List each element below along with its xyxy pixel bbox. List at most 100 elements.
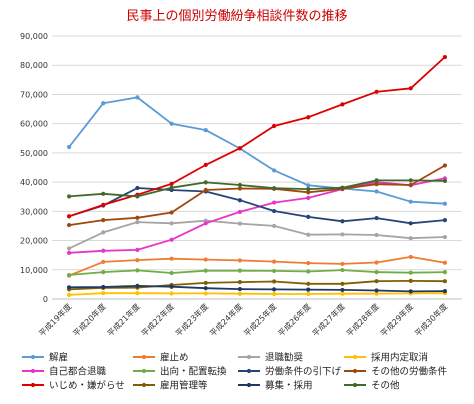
data-point [340, 281, 345, 286]
data-point [169, 270, 174, 276]
series-line [68, 164, 446, 226]
legend-label: 雇用管理等 [160, 380, 208, 392]
legend-item: 雇用管理等 [133, 380, 208, 392]
data-point [306, 260, 311, 266]
x-tick-label: 平成26年度 [276, 301, 313, 338]
y-tick-label: 90,000 [20, 32, 48, 41]
chart-title: 民事上の個別労働紛争相談件数の推移 [126, 8, 347, 24]
x-tick-label: 平成20年度 [71, 301, 108, 338]
data-point [408, 289, 413, 294]
legend-marker [30, 368, 36, 374]
data-point [374, 260, 379, 265]
data-point [135, 268, 140, 273]
x-tick-label: 平成28年度 [344, 301, 381, 338]
legend-item: 採用内定取消 [344, 352, 428, 364]
data-point [237, 279, 243, 285]
data-point [169, 185, 174, 190]
legend-label: 自己都合退職 [49, 366, 107, 378]
y-axis: 0 10,000 20,000 30,000 40,000 50,000 60,000 70,… [20, 32, 48, 304]
data-point [306, 281, 311, 286]
data-point [237, 146, 243, 151]
series-line [69, 269, 445, 276]
legend-label: 解雇 [49, 352, 68, 364]
data-point [271, 259, 277, 264]
data-point [66, 292, 72, 298]
data-point [101, 230, 106, 235]
legend-item: 出向・配置転換 [133, 366, 227, 378]
y-tick-label: 10,000 [20, 266, 48, 275]
data-point [442, 178, 448, 184]
legend-label: 労働条件の引下げ [265, 366, 342, 378]
data-point [203, 286, 208, 291]
data-point [306, 214, 311, 219]
data-point [271, 200, 277, 205]
data-point [271, 208, 277, 214]
series-line [68, 255, 446, 277]
data-point [203, 221, 208, 226]
data-point [340, 102, 345, 107]
x-tick-label: 平成22年度 [139, 301, 176, 338]
data-point [340, 185, 345, 190]
series-line [68, 187, 445, 225]
data-point [340, 261, 345, 267]
data-point [306, 232, 311, 237]
data-point [442, 54, 448, 60]
x-tick-label: 平成19年度 [37, 301, 74, 338]
data-point [203, 180, 208, 185]
data-point [340, 267, 345, 273]
series-3 [66, 218, 448, 251]
y-tick-label: 40,000 [20, 178, 48, 187]
data-point [306, 187, 311, 192]
legend-item: 雇止め [133, 352, 189, 364]
series-line [69, 177, 446, 254]
data-point [306, 269, 311, 274]
series-layer [66, 54, 448, 298]
legend-marker [246, 368, 252, 374]
series-line [69, 279, 445, 291]
y-tick-label: 0 [43, 295, 48, 304]
y-tick-label: 60,000 [20, 120, 48, 129]
x-tick-label: 平成25年度 [242, 301, 279, 338]
y-tick-label: 20,000 [20, 237, 48, 246]
data-point [374, 189, 379, 194]
series-11 [66, 283, 448, 294]
legend-item: その他の労働条件 [344, 366, 448, 378]
data-point [169, 237, 174, 242]
data-point [203, 162, 208, 167]
data-point [408, 182, 413, 188]
data-point [442, 260, 448, 265]
series-line [68, 96, 445, 205]
data-point [66, 250, 72, 255]
data-point [203, 291, 208, 296]
legend-item: 募集・採用 [238, 380, 313, 392]
data-point [306, 190, 311, 195]
x-tick-label: 平成23年度 [173, 301, 210, 338]
data-point [66, 194, 72, 199]
data-point [442, 201, 448, 206]
data-point [271, 287, 277, 292]
legend-item: 労働条件の引下げ [238, 366, 342, 378]
data-point [408, 270, 413, 275]
series-line [69, 179, 445, 198]
x-tick-label: 平成21年度 [105, 301, 142, 338]
legend-marker [141, 368, 147, 374]
data-point [442, 270, 448, 275]
data-point [306, 287, 311, 292]
data-point [237, 182, 243, 188]
data-point [271, 168, 277, 173]
x-tick-label: 平成27年度 [310, 301, 347, 338]
data-point [374, 182, 379, 187]
series-line [69, 292, 445, 296]
series-6 [66, 267, 448, 278]
data-point [408, 199, 413, 204]
x-tick-label: 平成24年度 [207, 301, 244, 338]
series-line [69, 284, 445, 293]
x-tick-label: 平成29年度 [378, 301, 415, 338]
data-point [135, 185, 140, 191]
data-point [101, 101, 106, 106]
legend-marker [352, 382, 358, 388]
data-point [169, 221, 174, 226]
data-point [340, 287, 345, 293]
